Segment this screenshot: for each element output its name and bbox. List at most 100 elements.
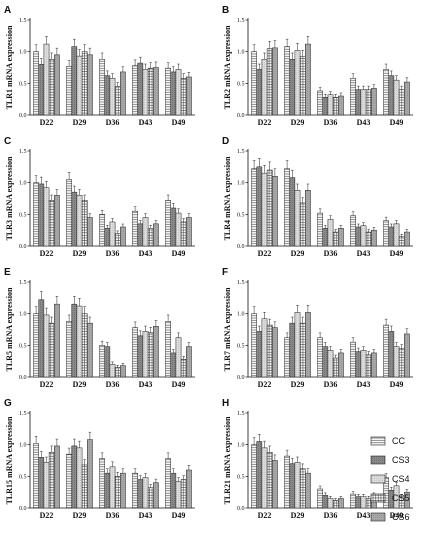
bar-b-d22-cs5 [266,48,273,116]
x-tick-label: D22 [258,249,272,258]
bar-a-d49-cs4 [175,69,182,116]
bar-d-d29-cs6 [305,190,311,247]
x-tick-label: D29 [73,118,87,127]
y-tick-label: 0.0 [19,506,27,512]
y-tick-label: 1.5 [19,280,27,286]
bar-f-d49-cs6 [404,333,410,378]
y-tick-label: 1.0 [19,443,27,449]
bar-f-d36-cs5 [332,357,339,378]
bar-f-d22-cs6 [272,327,278,378]
x-tick-label: D49 [172,511,186,520]
bar-b-d36-cs5 [332,97,339,116]
bar-f-d22-cs4 [261,318,268,378]
bar-d-d22-cs3 [256,166,263,247]
x-tick-label: D36 [106,118,120,127]
bar-a-d36-cs6 [120,71,126,116]
bar-b-d49-cs4 [393,79,400,116]
bar-c-d43-cs6 [153,223,159,247]
bar-a-d36-cs4 [109,78,116,116]
legend-item-cs3: CS3 [370,455,410,465]
y-tick-label: 1.5 [237,411,245,417]
bar-f-d43-cs3 [355,351,362,378]
bar-c-d36-cs5 [114,233,121,247]
x-tick-label: D29 [291,249,305,258]
bar-f-d22-cc [251,313,257,378]
legend-item-cs5: CS5 [370,493,410,503]
x-tick-label: D36 [106,511,120,520]
bar-d-d49-cs6 [404,231,410,247]
bar-c-d22-cs3 [38,183,45,247]
chart-panel-a: A TLR1 mRNA expression 0.0 0.5 1.0 1.5 D22 D29 D… [4,5,195,127]
chart-panel-f: F TLR7 mRNA expression 0.0 0.5 1.0 1.5 D22 D29 D… [222,267,413,389]
legend: CC CS3 CS4 CS5 CS6 [370,436,410,522]
y-tick-label: 1.5 [19,18,27,24]
x-tick-label: D29 [73,249,87,258]
x-tick-label: D22 [40,249,54,258]
y-axis-label-f: TLR7 mRNA expression [223,287,232,371]
bar-e-d22-cs5 [48,322,55,378]
bar-d-d49-cs5 [398,236,405,247]
bar-c-d29-cs3 [71,191,78,247]
bar-f-d29-cs6 [305,312,311,378]
bar-g-d29-cs5 [81,464,88,509]
bar-b-d43-cs5 [365,89,372,116]
bar-h-d43-cs5 [365,498,372,509]
bar-d-d22-cc [251,168,257,247]
x-tick-label: D22 [258,380,272,389]
x-tick-label: D29 [291,118,305,127]
bar-e-d36-cs4 [109,364,116,378]
bar-g-d36-cc [99,458,105,509]
bar-h-d29-cc [284,455,290,509]
y-tick-label: 0.0 [19,244,27,250]
bar-g-d49-cc [165,458,171,509]
x-tick-label: D29 [73,511,87,520]
bar-b-d43-cs3 [355,89,362,116]
bar-a-d36-cs5 [114,86,121,116]
bar-h-d29-cs6 [305,472,311,509]
bar-e-d49-cs5 [180,359,187,378]
panel-letter-b: B [222,5,229,16]
bar-g-d22-cc [33,443,39,509]
bar-b-d49-cs5 [398,89,405,116]
x-tick-label: D22 [258,118,272,127]
bar-e-d43-cs5 [147,332,154,378]
bar-e-d49-cs6 [186,346,192,378]
bar-a-d49-cs3 [170,71,177,116]
bar-b-d29-cs3 [289,59,296,116]
bar-a-d29-cs4 [76,55,83,116]
bar-h-d36-cs6 [338,498,344,509]
bar-c-d22-cs4 [43,187,50,247]
x-tick-label: D43 [139,511,153,520]
bar-b-d22-cs6 [272,47,278,116]
bar-h-d29-cs4 [294,462,301,509]
x-tick-label: D22 [40,511,54,520]
x-tick-label: D49 [390,380,404,389]
x-tick-label: D36 [324,118,338,127]
y-tick-label: 0.0 [237,113,245,119]
bar-b-d49-cs6 [404,81,410,116]
bar-d-d22-cs5 [266,169,273,247]
bar-f-d22-cs3 [256,331,263,378]
bar-c-d49-cs4 [175,212,182,247]
bar-a-d29-cs3 [71,46,78,116]
chart-panel-c: C TLR3 mRNA expression 0.0 0.5 1.0 1.5 D22 D29 D… [4,136,195,258]
bar-h-d36-cs3 [322,495,329,509]
bar-c-d29-cs6 [87,217,93,247]
x-tick-label: D29 [291,511,305,520]
bar-e-d36-cc [99,345,105,378]
x-tick-label: D49 [390,118,404,127]
bar-a-d43-cc [132,65,138,116]
bar-b-d36-cs6 [338,95,344,116]
legend-item-cc: CC [370,436,405,446]
bar-g-d29-cs3 [71,445,78,509]
x-tick-label: D43 [357,249,371,258]
x-tick-label: D43 [139,249,153,258]
bar-d-d36-cs3 [322,228,329,247]
x-tick-label: D29 [291,380,305,389]
bar-f-d49-cs4 [393,346,400,378]
bar-f-d36-cs3 [322,346,329,378]
y-tick-label: 0.0 [19,375,27,381]
legend-label-cs6: CS6 [392,512,410,522]
bar-g-d43-cs3 [137,479,144,509]
bar-d-d49-cs4 [393,223,400,247]
